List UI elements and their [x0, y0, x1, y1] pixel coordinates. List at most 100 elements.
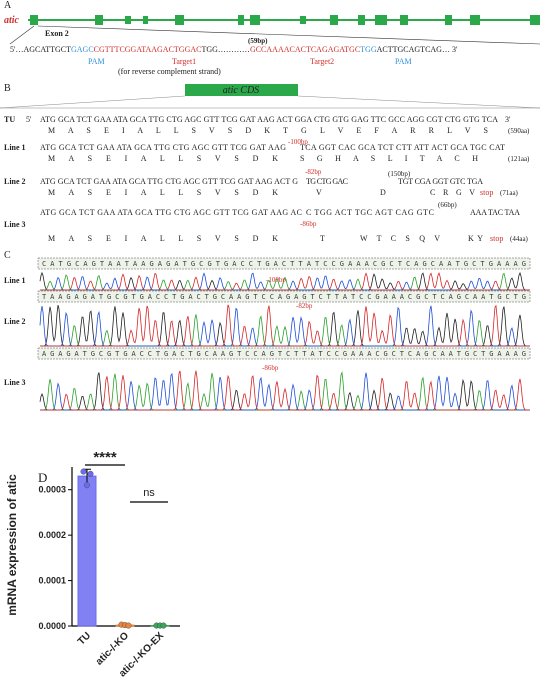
label: Line 2	[4, 177, 26, 186]
exon	[530, 15, 540, 25]
label: ATG GCA TCT GAA ATA GCA TTG CTG AGC GTT …	[40, 177, 298, 186]
label: stop	[490, 234, 503, 243]
label: -100bp	[266, 276, 286, 284]
label: C TGG ACT TGC AGT CAG GTC	[306, 208, 434, 217]
label: PAM	[395, 57, 412, 66]
label: Target1	[172, 57, 196, 66]
label: Target2	[310, 57, 334, 66]
label: -86bp	[262, 364, 279, 372]
label: ATG GCA TCT GAA ATA GCA TTG CTG AGC GTT …	[40, 143, 286, 152]
seq: ACTTGCAGTCAG… 3'	[377, 45, 458, 54]
exon	[300, 16, 306, 24]
label: M A S E I A L L S V S D K T G L V E F A …	[48, 126, 488, 135]
exon	[375, 15, 387, 25]
strip-frames	[37, 257, 531, 360]
label: ATG GCA TCT GAA ATA GCA TTG CTG AGC GTT …	[40, 115, 498, 124]
label: (59bp)	[248, 37, 268, 45]
trace	[40, 305, 530, 347]
data-point	[87, 470, 94, 477]
label: TU	[4, 115, 15, 124]
label: Line 3	[4, 220, 26, 229]
exon	[238, 15, 244, 25]
exon	[30, 15, 38, 25]
exon	[358, 15, 365, 25]
label: (150bp)	[388, 170, 411, 178]
label: -82bp	[296, 302, 313, 310]
target-sequence: 5'…AGCATTGCTGAGCCGTTTCGGATAAGACTGGACTGG……	[10, 45, 458, 54]
data-point	[125, 622, 132, 629]
label: T	[320, 234, 325, 243]
exon	[95, 15, 103, 25]
label: D	[380, 188, 386, 197]
seq-target: GCCAAAACACTCAGAGATGC	[250, 45, 360, 54]
trace	[40, 304, 530, 347]
label: Exon 2	[45, 29, 69, 38]
y-tick-label: 0.0003	[38, 485, 66, 495]
label: M A S E I A L L S V S D K	[48, 154, 278, 163]
label: atic	[4, 15, 20, 26]
label: TGT CGA GGT GTC TGA	[398, 177, 483, 186]
y-axis-label: mRNA expression of atic	[5, 474, 19, 616]
seq-target: CGTTTCGGATAAGACTGGAC	[94, 45, 202, 54]
label: (121aa)	[508, 155, 530, 163]
exon	[175, 15, 184, 25]
label: W T C S Q V	[360, 234, 440, 243]
label: C	[4, 250, 11, 261]
label: C R G V	[430, 188, 475, 197]
label: (44aa)	[510, 235, 529, 243]
base-strip: CATGCAGTAATAAGAGATGCGTGACCTGACTTATCCGAAA…	[42, 260, 526, 268]
trace	[40, 371, 530, 411]
zoom-line	[0, 95, 541, 109]
data-point	[83, 482, 90, 489]
label: M A S E I A L L S V S D K	[48, 188, 278, 197]
exon	[143, 16, 148, 24]
cds-rect	[185, 84, 298, 96]
label: stop	[480, 188, 493, 197]
exon	[445, 15, 452, 25]
trace	[40, 370, 530, 411]
bar	[77, 475, 97, 627]
exon	[125, 16, 131, 24]
label: Line 3	[4, 378, 26, 387]
label: (71aa)	[500, 189, 519, 197]
gene-model	[9, 15, 541, 45]
seq: TGG…………	[201, 45, 249, 54]
strip-frame	[37, 257, 531, 270]
label: Line 1	[4, 276, 26, 285]
data-point	[160, 622, 167, 629]
chromatograms	[39, 271, 530, 411]
y-tick-label: 0.0000	[38, 621, 66, 631]
label: (66bp)	[438, 201, 457, 209]
label: V	[316, 188, 322, 197]
x-tick-label: TU	[76, 630, 93, 647]
label: S G H A S L I T A C H	[300, 154, 478, 163]
label: Line 2	[4, 317, 26, 326]
exon	[330, 15, 338, 25]
trace	[40, 272, 530, 291]
zoom-line	[37, 25, 541, 45]
label: AAA TAC TAA	[470, 208, 520, 217]
seq: 5'…AGCATTGCT	[10, 45, 71, 54]
label: B	[4, 83, 11, 94]
seq-pam: GAGC	[71, 45, 94, 54]
exon	[470, 15, 480, 25]
seq-pam: TGG	[360, 45, 377, 54]
label: 5'	[26, 115, 32, 124]
cds-box	[0, 84, 541, 109]
y-tick-label: 0.0001	[38, 576, 66, 586]
data-point	[80, 468, 87, 475]
y-tick-label: 0.0002	[38, 530, 66, 540]
label: TCA GGT CAC GCA TCT CTT ATT ACT GCA TGC …	[300, 143, 505, 152]
label: -100bp	[288, 138, 308, 146]
label: Line 1	[4, 143, 26, 152]
sig-label: ****	[93, 449, 117, 466]
label: M A S E I A L L S V S D K	[48, 234, 278, 243]
label: (590aa)	[508, 127, 530, 135]
label: (for reverse complement strand)	[118, 67, 221, 76]
exon	[250, 15, 260, 25]
strip-frame	[37, 347, 531, 360]
label: 3'	[505, 115, 511, 124]
trace	[40, 372, 530, 411]
label: -82bp	[305, 168, 322, 176]
